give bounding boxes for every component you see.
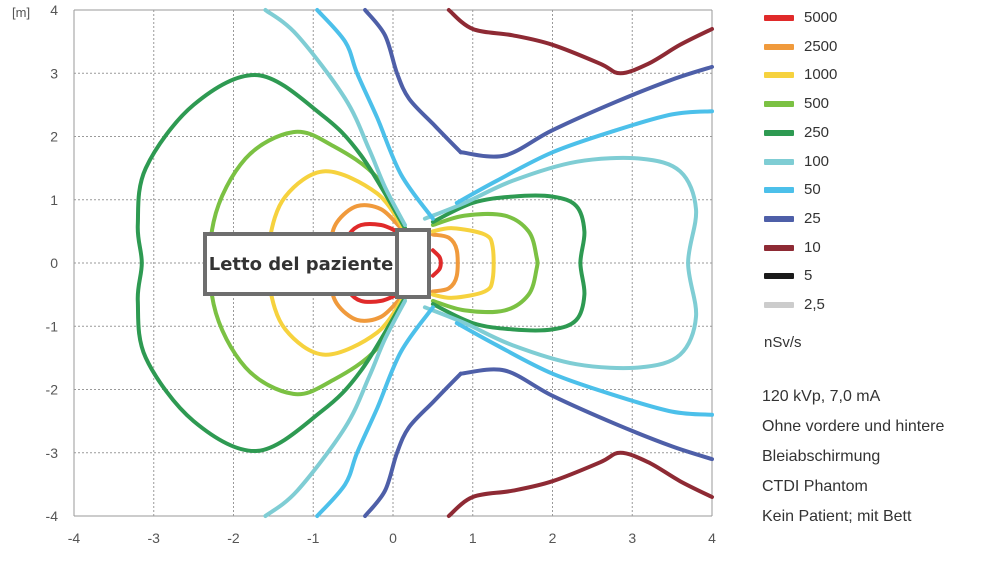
note-line: 120 kVp, 7,0 mA — [762, 388, 881, 405]
bed-head-rect — [395, 228, 431, 299]
legend-swatch — [764, 187, 794, 194]
legend-item: 100 — [764, 152, 884, 172]
x-tick-label: -1 — [307, 530, 320, 546]
contour-50 — [315, 8, 435, 221]
y-tick-label: -2 — [46, 382, 59, 398]
y-tick-label: 4 — [50, 2, 58, 18]
note-line: CTDI Phantom — [762, 478, 868, 495]
contour-250 — [430, 193, 587, 333]
legend-label: 500 — [804, 95, 830, 113]
legend-swatch — [764, 43, 794, 50]
contour-25 — [458, 64, 714, 159]
contour-50 — [454, 321, 714, 417]
x-tick-label: -2 — [227, 530, 240, 546]
legend-swatch — [764, 215, 794, 222]
legend-label: 1000 — [804, 66, 838, 84]
contour-500 — [430, 211, 540, 315]
legend-item: 500 — [764, 94, 884, 114]
note-line: Bleiabschirmung — [762, 448, 881, 465]
legend-label: 100 — [804, 152, 830, 170]
legend-item: 5000 — [764, 8, 884, 28]
x-tick-label: 4 — [708, 530, 716, 546]
contour-25 — [363, 371, 463, 518]
legend-swatch — [764, 101, 794, 108]
note-line: Kein Patient; mit Bett — [762, 508, 912, 525]
legend-swatch — [764, 15, 794, 21]
x-tick-label: -3 — [148, 530, 161, 546]
contour-50 — [315, 305, 435, 518]
y-tick-label: -1 — [46, 318, 59, 334]
contour-plot: -4 -3 -2 -1 0 1 2 3 4 4 3 2 1 0 -1 -2 -3 -4 [m] — [12, 2, 717, 546]
x-tick-label: 0 — [389, 530, 397, 546]
tick-labels: -4 -3 -2 -1 0 1 2 3 4 4 3 2 1 0 -1 -2 -3 -4 — [46, 2, 717, 546]
legend-label: 2500 — [804, 37, 838, 55]
legend-label: 5000 — [804, 9, 838, 26]
legend-label: 250 — [804, 123, 830, 141]
x-tick-label: -4 — [68, 530, 81, 546]
legend-item: 5 — [764, 266, 884, 286]
legend-item: 250 — [764, 123, 884, 143]
contour-1000 — [430, 226, 496, 300]
contour-100 — [263, 8, 407, 227]
y-tick-label: 1 — [50, 192, 58, 208]
contour-25 — [458, 367, 714, 462]
legend-item: 2500 — [764, 37, 884, 57]
contour-10 — [446, 450, 714, 518]
legend-item: 25 — [764, 209, 884, 229]
x-tick-label: 1 — [469, 530, 477, 546]
contour-100 — [263, 298, 407, 518]
contour-5000 — [430, 248, 443, 278]
bed-rect — [203, 232, 399, 296]
legend-label: 25 — [804, 209, 821, 227]
contour-250 — [135, 73, 407, 453]
contour-2500 — [430, 232, 460, 294]
legend-label: 5 — [804, 267, 813, 285]
legend-item: 50 — [764, 180, 884, 200]
legend-item: 2,5 — [764, 295, 884, 315]
y-tick-label: 2 — [50, 129, 58, 145]
y-tick-label: -4 — [46, 508, 59, 524]
legend-item: 10 — [764, 238, 884, 258]
legend-item: 1000 — [764, 65, 884, 85]
patient-bed — [203, 228, 431, 299]
y-tick-label: 0 — [50, 255, 58, 271]
contour-50 — [454, 109, 714, 205]
contour-100 — [422, 155, 699, 371]
legend-swatch — [764, 244, 794, 251]
legend-swatch — [764, 129, 794, 136]
unit-label: nSv/s — [764, 334, 802, 351]
legend-swatch — [764, 72, 794, 79]
contour-25 — [363, 8, 463, 155]
legend-swatch — [764, 273, 794, 280]
y-tick-label: -3 — [46, 445, 59, 461]
legend-label: 2,5 — [804, 296, 825, 313]
notes: 120 kVp, 7,0 mA Ohne vordere und hintere B… — [762, 382, 944, 532]
bed-label: Letto del paziente — [208, 253, 394, 275]
legend-label: 10 — [804, 238, 821, 256]
legend-swatch — [764, 158, 794, 165]
x-tick-label: 3 — [628, 530, 636, 546]
y-axis-label: [m] — [12, 5, 30, 20]
legend-label: 50 — [804, 181, 821, 199]
legend-swatch — [764, 302, 794, 308]
contour-10 — [446, 8, 714, 76]
x-tick-label: 2 — [549, 530, 557, 546]
y-tick-label: 3 — [50, 65, 58, 81]
note-line: Ohne vordere und hintere — [762, 418, 945, 435]
